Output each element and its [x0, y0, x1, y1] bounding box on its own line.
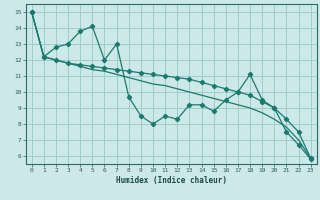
X-axis label: Humidex (Indice chaleur): Humidex (Indice chaleur): [116, 176, 227, 185]
